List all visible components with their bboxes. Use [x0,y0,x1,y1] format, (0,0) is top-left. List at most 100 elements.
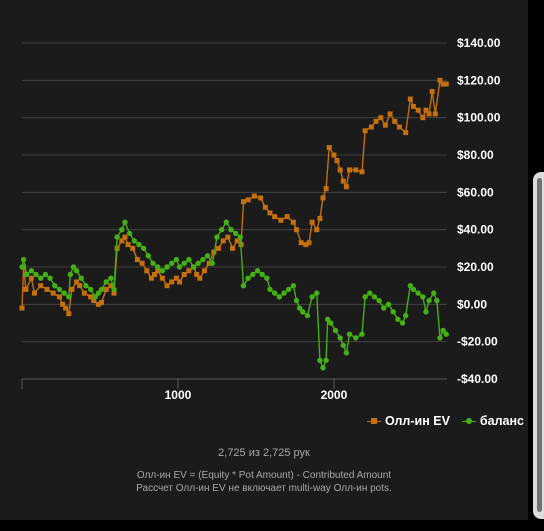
data-point [223,219,230,225]
data-point [434,297,440,304]
data-point [429,89,435,95]
data-point [33,271,39,278]
series-allin-ev [19,77,449,317]
y-tick-label: $60.00 [457,185,494,199]
data-point [38,275,44,281]
data-point [264,275,270,281]
data-point [250,271,256,278]
data-point [362,128,368,134]
legend-item-balance[interactable]: баланс [461,414,524,428]
data-point [164,264,170,270]
data-point [382,122,388,128]
data-point [245,197,251,203]
data-point [437,77,443,83]
data-point [309,219,315,225]
data-point [206,260,212,266]
data-point [368,124,374,130]
data-point [139,260,145,266]
y-tick-label: $140.00 [457,36,501,50]
data-point [332,327,339,334]
legend-swatch-allin-ev [366,417,381,425]
data-point [78,275,84,281]
data-point [177,279,183,285]
y-tick-label: $40.00 [457,223,494,237]
data-point [343,184,349,190]
data-point [60,301,66,307]
data-point [56,294,62,300]
y-tick-label: -$20.00 [457,335,498,349]
data-point [334,158,340,164]
legend-item-allin-ev[interactable]: Олл-ин EV [366,414,450,428]
data-point [340,342,346,349]
data-point [317,215,323,221]
data-point [186,268,192,274]
data-point [169,260,175,266]
data-point [410,286,417,293]
data-point [152,271,158,277]
data-point [392,118,398,124]
data-point [42,271,49,278]
data-point [159,268,166,274]
data-point [50,290,56,296]
series-lines [19,77,449,371]
data-point [119,238,125,244]
data-point [108,275,114,281]
data-point [420,115,426,121]
data-point [395,316,401,322]
data-point [323,357,329,364]
data-point [61,290,67,296]
data-point [95,290,102,296]
data-point [140,245,147,252]
data-point [111,286,117,293]
data-point [437,335,443,341]
data-point [209,260,215,266]
data-point [228,226,234,233]
x-tick-label: 1000 [165,388,192,402]
data-point [385,301,392,308]
data-point [399,320,406,326]
data-point [173,275,179,281]
scrollbar-thumb[interactable] [537,178,542,512]
grid-lines [21,42,447,389]
data-point [285,286,292,293]
data-point [262,204,268,210]
data-point [28,268,35,274]
data-point [197,275,203,281]
data-point [293,297,300,304]
footnote-line-1: Олл-ин EV = (Equity * Pot Amount) - Cont… [136,470,392,481]
y-tick-label: $80.00 [457,148,494,162]
data-point [423,309,429,315]
data-point [214,234,220,240]
data-point [376,297,382,304]
y-tick-label: -$40.00 [457,372,498,386]
y-tick-label: $100.00 [457,111,501,125]
data-point [119,226,125,233]
data-point [83,282,89,289]
y-tick-label: $120.00 [457,73,501,87]
data-point [131,238,137,244]
data-point [230,245,236,251]
data-point [443,331,449,337]
data-point [303,242,309,248]
data-point [232,230,239,237]
data-point [326,145,332,151]
data-point [66,311,72,317]
data-point [324,316,331,322]
data-point [155,268,161,274]
legend-swatch-balance [461,417,476,425]
data-point [73,268,80,274]
data-point [290,219,296,225]
data-point [431,290,437,296]
data-point [378,115,384,121]
y-axis-tick-labels: -$40.00 -$20.00 $0.00 $20.00 $40.00 $60.00 $80… [457,36,501,386]
legend-label-balance: баланс [479,414,524,428]
data-point [432,111,438,117]
data-point [190,264,197,270]
data-point [371,294,378,300]
data-point [323,186,329,192]
data-point [87,286,94,293]
data-point [234,238,240,244]
chart-panel [0,0,528,520]
data-point [320,365,326,371]
data-point [346,331,353,337]
